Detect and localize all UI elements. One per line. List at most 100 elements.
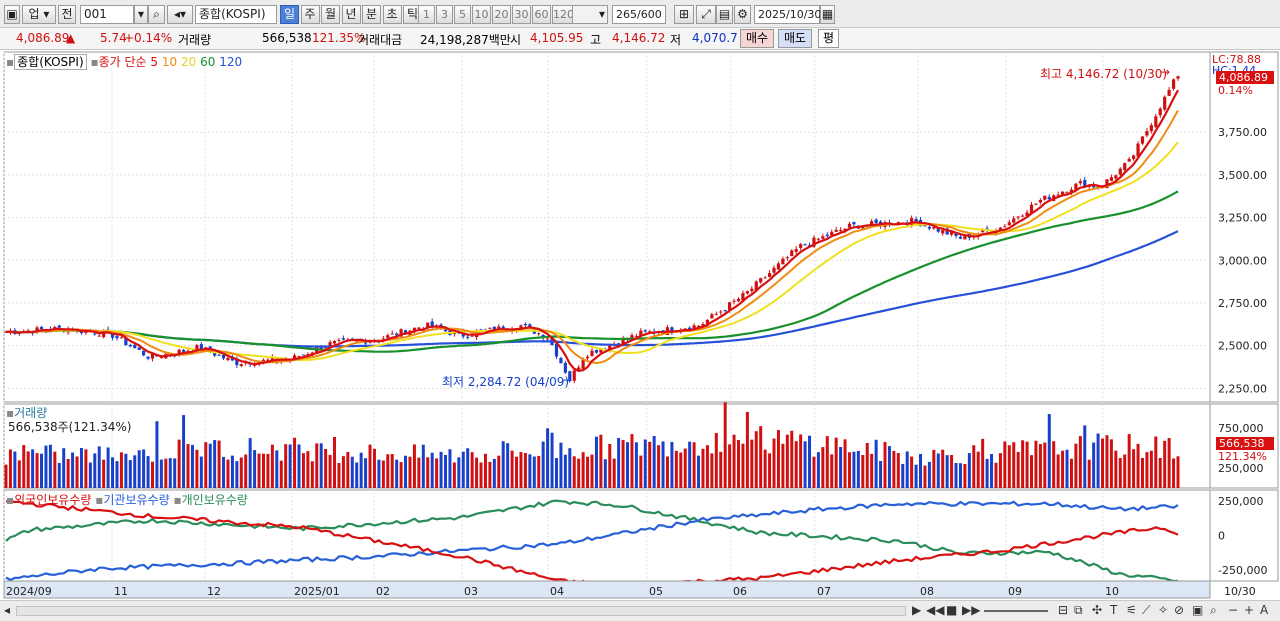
interval-button[interactable]: 120 (552, 5, 574, 24)
volume-bar (577, 458, 581, 488)
candle-body (785, 257, 789, 259)
stop-icon[interactable]: ■ (946, 603, 958, 617)
open-label: 시 (510, 33, 522, 47)
volume-bar (901, 463, 905, 488)
candle-body (705, 319, 710, 326)
candle-body (847, 223, 852, 228)
play-icon[interactable]: ▶ (912, 603, 922, 617)
count-field[interactable]: 265/600 (612, 5, 666, 24)
interval-button[interactable]: 10 (472, 5, 491, 24)
candle-body (936, 227, 940, 232)
candle-body (417, 327, 421, 329)
search-icon[interactable]: ⌕ (148, 5, 165, 24)
interval-button[interactable]: 3 (436, 5, 453, 24)
code-input[interactable]: 001 (80, 5, 134, 24)
speaker-icon[interactable]: ◂▾ (167, 5, 193, 24)
volume-bar (328, 454, 332, 488)
compare-icon[interactable]: ⤢ (696, 5, 716, 24)
candle-body (981, 229, 985, 233)
crosshair-icon[interactable]: ✣ (1092, 603, 1103, 617)
candle-body (736, 298, 741, 302)
scroll-left-icon[interactable]: ◂ (4, 603, 11, 617)
flat-button[interactable]: 평 (818, 29, 840, 48)
period-button[interactable]: 년 (341, 5, 361, 24)
interval-button[interactable]: 1 (418, 5, 435, 24)
market-select[interactable]: 업 ▾ (22, 5, 56, 24)
legend-ma20[interactable]: 20 (180, 55, 197, 69)
candle-body (57, 325, 61, 328)
volume-bar (1034, 440, 1038, 488)
volume-bar (239, 457, 243, 488)
legend-ma120[interactable]: 120 (219, 55, 243, 69)
candle-body (839, 229, 843, 231)
volume-bar (106, 447, 110, 488)
zoom-icon[interactable]: ⌕ (1210, 603, 1217, 617)
prev-button[interactable]: 전 (58, 5, 76, 24)
speed-slider[interactable] (984, 610, 1048, 612)
buy-button[interactable]: 매수 (740, 29, 775, 48)
volume-bar (62, 448, 66, 488)
interval-button[interactable]: 30 (512, 5, 531, 24)
candle-body (159, 357, 163, 359)
period-button[interactable]: 일 (280, 5, 299, 24)
volume-bar (776, 430, 780, 488)
candle-body (1074, 183, 1078, 190)
volume-bar (994, 462, 998, 488)
interval-button[interactable]: 20 (492, 5, 511, 24)
date-field[interactable]: 2025/10/30 (754, 5, 821, 24)
volume-legend-label[interactable]: 거래량 (14, 406, 48, 420)
candle-body (177, 349, 181, 355)
interval-button[interactable]: 5 (454, 5, 471, 24)
period-button[interactable]: 분 (362, 5, 381, 24)
text-tool-icon[interactable]: T (1110, 603, 1118, 617)
copy-icon[interactable]: ⧉ (1074, 603, 1083, 617)
code-dropdown-icon[interactable]: ▾ (134, 5, 148, 24)
delete-icon[interactable]: ⊘ (1174, 603, 1185, 617)
period-button[interactable]: 주 (300, 5, 320, 24)
gear-icon[interactable]: ⚙ (734, 5, 751, 24)
legend-institution[interactable]: 기관보유수량 (103, 493, 170, 507)
zoom-out-icon[interactable]: − (1228, 603, 1239, 617)
legend-ma5[interactable]: 종가 단순 5 (98, 55, 159, 69)
zoom-in-icon[interactable]: + (1244, 603, 1255, 617)
interval-button[interactable]: 60 (532, 5, 551, 24)
font-size-icon[interactable]: A (1260, 603, 1269, 617)
legend-ma10[interactable]: 10 (161, 55, 178, 69)
volume-bar (119, 452, 123, 488)
print-icon[interactable]: ▣ (1192, 603, 1204, 617)
candle-body (608, 345, 612, 351)
candle-body (381, 338, 385, 341)
candle-body (843, 228, 847, 232)
last-price-pct: 0.14% (1218, 84, 1253, 97)
volume-bar (1016, 451, 1020, 488)
calendar-icon[interactable]: ▦ (820, 5, 835, 24)
grid-icon[interactable]: ⊞ (674, 5, 694, 24)
volume-bar (48, 444, 52, 488)
legend-ma60[interactable]: 60 (200, 55, 216, 69)
candle-body (572, 370, 576, 381)
period-button[interactable]: 초 (382, 5, 402, 24)
window-menu-icon[interactable]: ▣ (4, 5, 20, 24)
legend-index-name[interactable]: 종합(KOSPI) (14, 54, 87, 70)
volume-bar (790, 430, 794, 488)
save-icon[interactable]: ▤ (716, 5, 733, 24)
candle-body (1025, 212, 1029, 217)
table-icon[interactable]: ⊟ (1058, 603, 1069, 617)
shape-tool-icon[interactable]: ✧ (1158, 603, 1169, 617)
rewind-icon[interactable]: ◀◀ (926, 603, 945, 617)
period-button[interactable]: 월 (321, 5, 340, 24)
candle-body (221, 355, 226, 359)
scroll-track[interactable] (16, 606, 906, 616)
x-tick-label: 05 (649, 585, 663, 598)
legend-individual[interactable]: 개인보유수량 (181, 493, 248, 507)
chart-canvas[interactable]: 3,750.00 3,500.00 3,250.00 3,000.00 2,750.00… (0, 51, 1280, 600)
legend-foreign[interactable]: 외국인보유수량 (14, 493, 92, 507)
line-tool-icon[interactable]: ⟋ (1142, 603, 1151, 617)
candle-body (470, 335, 474, 337)
interval-dropdown[interactable]: ▾ (572, 5, 608, 24)
fibonacci-icon[interactable]: ⚟ (1126, 603, 1137, 617)
volume-bar (710, 453, 714, 488)
volume-bar (896, 453, 900, 488)
forward-icon[interactable]: ▶▶ (962, 603, 981, 617)
sell-button[interactable]: 매도 (778, 29, 813, 48)
